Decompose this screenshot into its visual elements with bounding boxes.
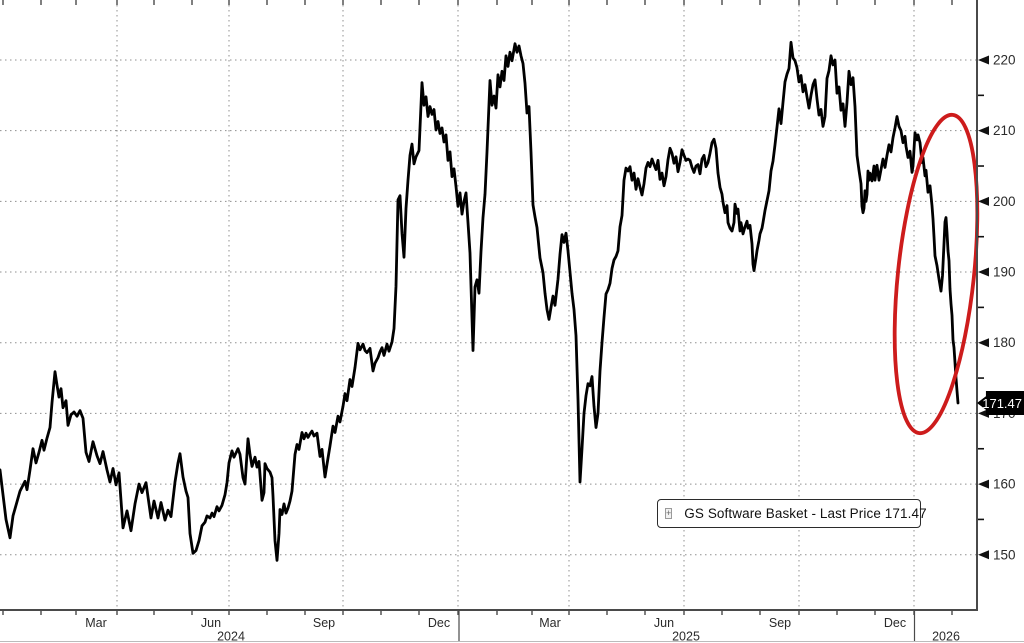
x-month-label-Sep: Sep [313, 616, 335, 630]
x-month-label-Sep: Sep [769, 616, 791, 630]
y-tick-arrow-icon [978, 55, 989, 65]
x-year-label-2024: 2024 [217, 630, 245, 643]
x-year-label-2025: 2025 [672, 630, 700, 643]
y-tick-label-220: 220 [993, 53, 1016, 68]
y-tick-label-190: 190 [993, 265, 1016, 280]
x-year-label-2026: 2026 [932, 630, 960, 643]
legend-expand-icon[interactable]: + [665, 508, 673, 519]
y-tick-label-160: 160 [993, 477, 1016, 492]
x-month-label-Dec: Dec [884, 616, 906, 630]
x-month-label-Jun: Jun [201, 616, 221, 630]
chart-legend[interactable]: + GS Software Basket - Last Price 171.47 [657, 499, 927, 528]
price-line-gs-software-basket [0, 40, 960, 562]
y-tick-arrow-icon [978, 196, 989, 206]
x-month-label-Jun: Jun [654, 616, 674, 630]
highlight-ellipse-annotation [892, 112, 980, 436]
y-tick-arrow-icon [978, 338, 989, 348]
y-tick-arrow-icon [978, 550, 989, 560]
y-tick-label-180: 180 [993, 335, 1016, 350]
x-month-label-Dec: Dec [428, 616, 450, 630]
x-month-label-Mar: Mar [539, 616, 561, 630]
y-tick-arrow-icon [978, 267, 989, 277]
y-tick-label-150: 150 [993, 547, 1016, 562]
y-tick-arrow-icon [978, 126, 989, 136]
y-tick-label-210: 210 [993, 123, 1016, 138]
legend-series-label: GS Software Basket - Last Price 171.47 [684, 506, 927, 521]
y-tick-arrow-icon [978, 479, 989, 489]
y-tick-label-200: 200 [993, 194, 1016, 209]
x-month-label-Mar: Mar [85, 616, 107, 630]
